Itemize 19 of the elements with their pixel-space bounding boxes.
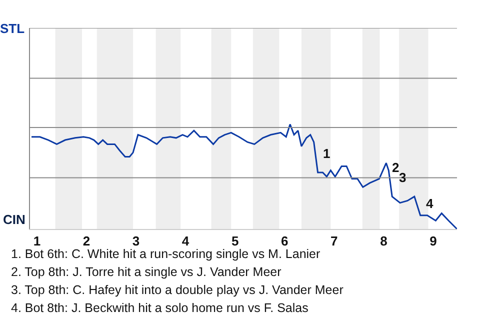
x-tick-label: 3 — [132, 234, 140, 249]
x-tick-label: 9 — [430, 234, 437, 249]
x-tick-label: 7 — [330, 234, 338, 249]
annotation: 4 — [426, 196, 434, 211]
x-tick-label: 5 — [231, 234, 239, 249]
x-tick-label: 4 — [182, 234, 190, 249]
x-tick-label: 1 — [33, 234, 41, 249]
annotation: 3 — [399, 170, 406, 185]
text: 4. Bot 8th: J. Beckwith hit a solo home run vs F. Salas — [11, 301, 308, 315]
annotation: 2 — [392, 160, 400, 175]
text: STL — [0, 21, 25, 36]
text: 3. Top 8th: C. Hafey hit into a double play vs J. Vander Meer — [11, 283, 344, 297]
x-tick-label: 6 — [280, 234, 288, 249]
text: CIN — [3, 212, 26, 227]
x-tick-label: 8 — [380, 234, 388, 249]
annotation: 1 — [323, 146, 330, 161]
text: 1. Bot 6th: C. White hit a run-scoring single vs M. Lanier — [11, 247, 320, 261]
x-tick-label: 2 — [82, 234, 90, 249]
text: 2. Top 8th: J. Torre hit a single vs J. Vander Meer — [11, 265, 282, 279]
